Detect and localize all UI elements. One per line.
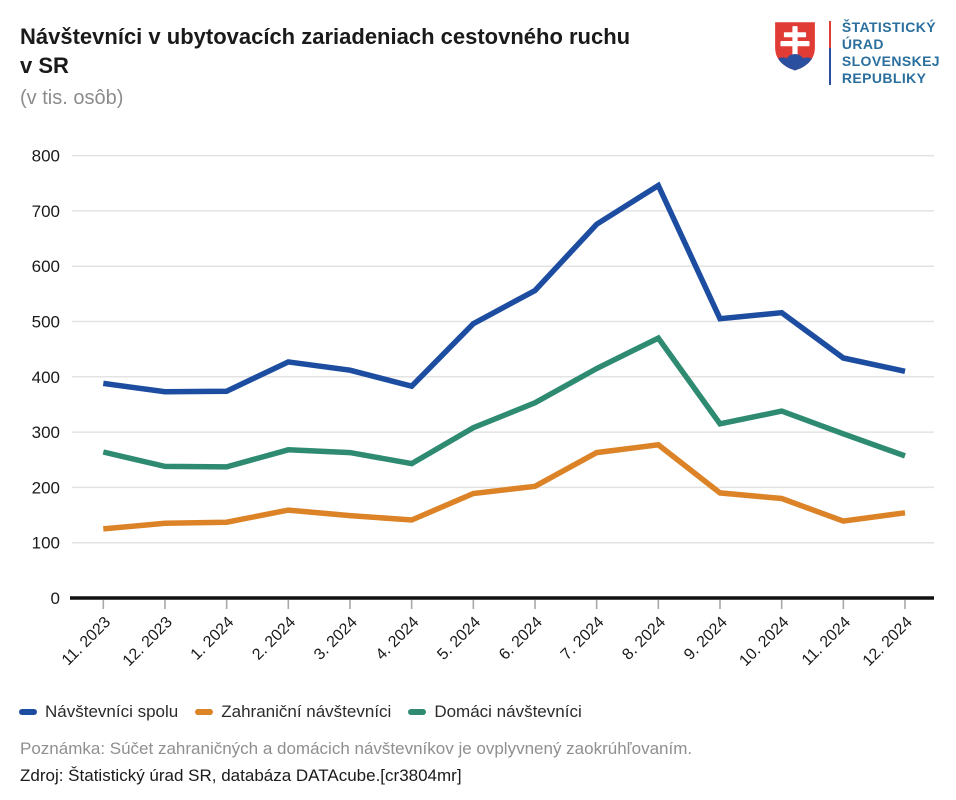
x-axis-tick-label: 7. 2024 [558,614,608,664]
page-title-line2: v SR [20,53,69,78]
x-axis-tick-label: 6. 2024 [496,614,546,664]
y-axis-tick-label: 100 [32,534,60,553]
y-axis-tick-label: 500 [32,313,60,332]
x-axis-tick-label: 4. 2024 [373,614,423,664]
x-axis-tick-label: 9. 2024 [681,614,731,664]
slovak-coat-of-arms-icon [772,20,818,77]
footnote: Poznámka: Súčet zahraničných a domácich … [20,739,693,758]
source-line: Zdroj: Štatistický úrad SR, databáza DAT… [20,766,462,785]
legend-swatch-icon [408,709,427,715]
y-axis-tick-label: 0 [51,589,60,608]
series-line-1 [102,181,906,395]
x-axis-tick-label: 2. 2024 [249,614,299,664]
organization-name-line: SLOVENSKEJ [841,53,940,69]
y-axis-tick-label: 600 [32,257,60,276]
legend-swatch-icon [19,709,37,715]
y-axis-tick-label: 200 [32,478,60,497]
y-axis-tick-label: 300 [32,423,60,442]
chart-unit-subtitle: (v tis. osôb) [20,87,124,109]
statistical-office-logo: ŠTATISTICKÝ ÚRAD SLOVENSKEJ REPUBLIKY [772,18,940,87]
logo-divider [828,21,831,85]
y-axis-tick-label: 800 [32,147,60,166]
legend-item: Návštevníci spolu [19,702,178,722]
y-axis-tick-label: 400 [32,368,60,387]
x-axis-tick-label: 12. 2024 [860,614,916,670]
x-axis-tick-label: 12. 2023 [120,614,176,670]
header: Návštevníci v ubytovacích zariadeniach c… [20,19,946,110]
title-block: Návštevníci v ubytovacích zariadeniach c… [20,22,630,110]
x-axis-tick-label: 5. 2024 [434,614,484,664]
legend-item: Domáci návštevníci [408,702,582,722]
series-line-2 [103,441,906,532]
x-axis-tick-label: 1. 2024 [188,614,238,664]
legend-label: Domáci návštevníci [434,702,582,721]
double-cross [780,26,810,60]
y-axis-tick-label: 700 [32,202,60,221]
page-title: Návštevníci v ubytovacích zariadeniach c… [20,22,630,80]
organization-name-line: ÚRAD [841,36,884,52]
series-line-3 [102,334,906,470]
x-axis-tick-label: 11. 2024 [799,614,854,669]
x-axis-tick-label: 3. 2024 [311,614,361,664]
organization-name-line: ŠTATISTICKÝ [841,19,936,35]
organization-name: ŠTATISTICKÝ ÚRAD SLOVENSKEJ REPUBLIKY [842,19,940,87]
chart-legend: Návštevníci spolu Zahraniční návštevníci D… [19,702,582,722]
x-axis-tick-label: 10. 2024 [736,614,792,670]
organization-name-line: REPUBLIKY [841,70,927,86]
x-axis-tick-label: 8. 2024 [619,614,669,664]
legend-label: Návštevníci spolu [45,702,179,721]
x-axis-tick-label: 11. 2023 [59,614,114,669]
page-title-line1: Návštevníci v ubytovacích zariadeniach c… [20,24,631,49]
legend-item: Zahraniční návštevníci [195,702,391,722]
legend-label: Zahraniční návštevníci [221,702,392,721]
legend-swatch-icon [195,709,214,715]
